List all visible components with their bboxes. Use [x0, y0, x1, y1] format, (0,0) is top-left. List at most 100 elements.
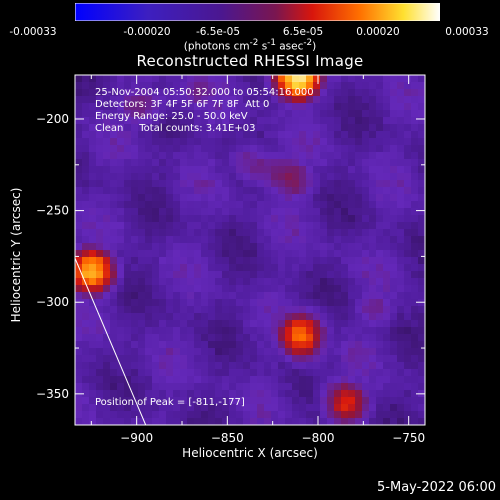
heatmap-cell — [236, 411, 244, 419]
heatmap-cell — [229, 159, 237, 167]
heatmap-cell — [397, 145, 405, 153]
heatmap-cell — [418, 271, 426, 279]
heatmap-cell — [103, 390, 111, 398]
heatmap-cell — [180, 243, 188, 251]
heatmap-cell — [404, 229, 412, 237]
heatmap-cell — [229, 383, 237, 391]
heatmap-cell — [131, 215, 139, 223]
heatmap-cell — [285, 222, 293, 230]
heatmap-cell — [152, 138, 160, 146]
heatmap-cell — [348, 187, 356, 195]
heatmap-cell — [278, 173, 286, 181]
heatmap-cell — [306, 166, 314, 174]
heatmap-cell — [362, 299, 370, 307]
heatmap-cell — [194, 404, 202, 412]
heatmap-cell — [278, 75, 286, 83]
heatmap-cell — [159, 411, 167, 419]
heatmap-cell — [124, 215, 132, 223]
heatmap-cell — [257, 159, 265, 167]
heatmap-cell — [208, 411, 216, 419]
heatmap-cell — [250, 313, 258, 321]
heatmap-cell — [173, 243, 181, 251]
heatmap-cell — [75, 201, 83, 209]
heatmap-cell — [215, 334, 223, 342]
heatmap-cell — [299, 369, 307, 377]
heatmap-cell — [418, 173, 426, 181]
heatmap-cell — [362, 334, 370, 342]
heatmap-cell — [229, 243, 237, 251]
heatmap-cell — [173, 75, 181, 83]
heatmap-cell — [243, 306, 251, 314]
heatmap-cell — [271, 117, 279, 125]
heatmap-cell — [138, 103, 146, 111]
heatmap-cell — [285, 96, 293, 104]
heatmap-cell — [117, 159, 125, 167]
heatmap-cell — [362, 348, 370, 356]
heatmap-cell — [397, 278, 405, 286]
heatmap-cell — [229, 348, 237, 356]
heatmap-cell — [320, 243, 328, 251]
heatmap-cell — [145, 138, 153, 146]
heatmap-cell — [383, 229, 391, 237]
heatmap-cell — [376, 201, 384, 209]
heatmap-cell — [320, 96, 328, 104]
time-range-annotation: 25-Nov-2004 05:50:32.000 to 05:54:16.000 — [95, 87, 314, 98]
heatmap-cell — [124, 376, 132, 384]
heatmap-cell — [292, 369, 300, 377]
heatmap-cell — [411, 292, 419, 300]
heatmap-cell — [411, 376, 419, 384]
heatmap-cell — [173, 334, 181, 342]
heatmap-cell — [376, 390, 384, 398]
heatmap-cell — [390, 138, 398, 146]
heatmap-cell — [145, 96, 153, 104]
heatmap-cell — [264, 278, 272, 286]
heatmap-cell — [75, 229, 83, 237]
heatmap-cell — [110, 89, 118, 97]
heatmap-cell — [187, 229, 195, 237]
heatmap-cell — [222, 278, 230, 286]
heatmap-cell — [89, 299, 97, 307]
heatmap-cell — [75, 159, 83, 167]
heatmap-cell — [180, 362, 188, 370]
heatmap-cell — [362, 271, 370, 279]
heatmap-cell — [110, 327, 118, 335]
heatmap-cell — [348, 166, 356, 174]
heatmap-cell — [173, 117, 181, 125]
heatmap-cell — [138, 236, 146, 244]
heatmap-cell — [110, 285, 118, 293]
heatmap-cell — [362, 250, 370, 258]
heatmap-cell — [418, 145, 426, 153]
heatmap-cell — [299, 376, 307, 384]
heatmap-cell — [369, 201, 377, 209]
heatmap-cell — [138, 222, 146, 230]
heatmap-cell — [138, 320, 146, 328]
colorbar-tick: -0.00033 — [9, 26, 57, 38]
heatmap-cell — [348, 257, 356, 265]
heatmap-cell — [390, 180, 398, 188]
heatmap-cell — [418, 152, 426, 160]
heatmap-cell — [257, 257, 265, 265]
heatmap-cell — [124, 404, 132, 412]
heatmap-cell — [313, 75, 321, 83]
heatmap-cell — [96, 341, 104, 349]
heatmap-cell — [369, 348, 377, 356]
heatmap-cell — [271, 145, 279, 153]
heatmap-cell — [299, 117, 307, 125]
heatmap-cell — [355, 75, 363, 83]
heatmap-cell — [313, 250, 321, 258]
heatmap-cell — [187, 292, 195, 300]
heatmap-cell — [390, 173, 398, 181]
heatmap-cell — [292, 138, 300, 146]
heatmap-cell — [215, 152, 223, 160]
heatmap-cell — [341, 264, 349, 272]
heatmap-cell — [264, 327, 272, 335]
heatmap-cell — [397, 159, 405, 167]
heatmap-cell — [145, 278, 153, 286]
heatmap-cell — [89, 145, 97, 153]
heatmap-cell — [103, 264, 111, 272]
heatmap-cell — [187, 187, 195, 195]
heatmap-cell — [110, 404, 118, 412]
heatmap-cell — [334, 390, 342, 398]
heatmap-cell — [327, 306, 335, 314]
heatmap-cell — [369, 271, 377, 279]
